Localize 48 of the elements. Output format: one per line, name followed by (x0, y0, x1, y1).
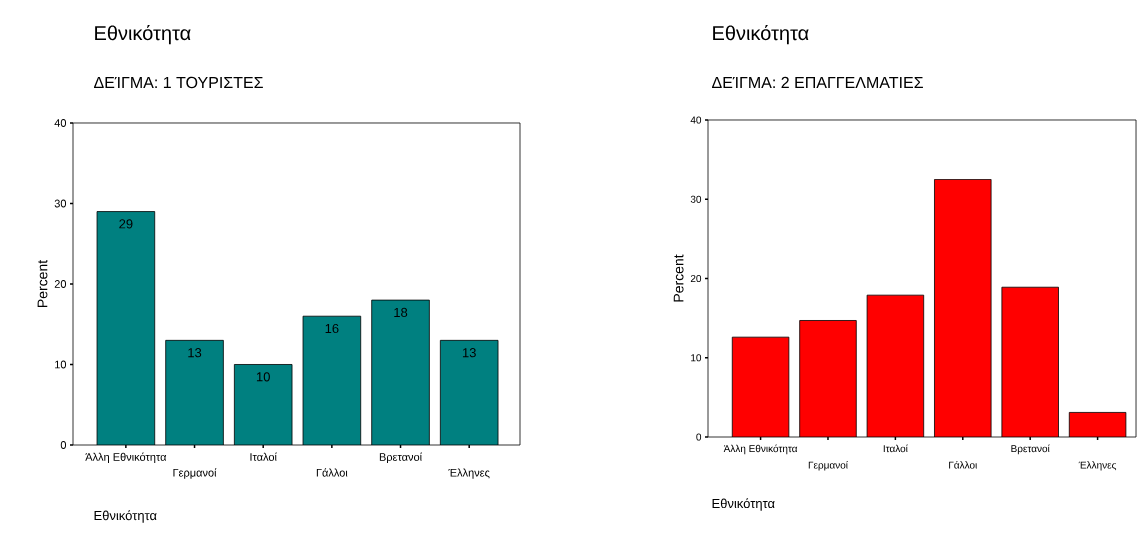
x-axis-title: Εθνικότητα (94, 510, 157, 523)
x-tick-label: Βρετανοί (379, 452, 422, 464)
bar (799, 320, 857, 437)
bar (934, 179, 992, 437)
x-tick-label: Άλλη Εθνικότητα (723, 444, 798, 455)
bar (97, 211, 155, 445)
data-label: 18 (394, 307, 408, 318)
data-label: 16 (325, 323, 339, 334)
x-tick-label: Γάλλοι (949, 460, 977, 469)
data-label: 10 (256, 372, 270, 382)
y-tick-label: 30 (54, 199, 67, 208)
chart-subtitle: ΔΕΊΓΜΑ: 1 ΤΟΥΡΙΣΤΕΣ (94, 76, 263, 89)
y-axis-title: Percent (37, 259, 48, 307)
x-tick-label: Γάλλοι (316, 468, 348, 477)
x-tick-label: Άλλη Εθνικότητα (85, 452, 167, 464)
x-axis-title: Εθνικότητα (712, 498, 775, 511)
y-tick-label: 40 (690, 116, 702, 124)
y-tick-label: 10 (691, 354, 702, 362)
bar (439, 339, 499, 445)
bar (1001, 287, 1059, 437)
data-label: 13 (462, 348, 476, 358)
y-tick-label: 30 (690, 195, 702, 203)
y-tick-label: 0 (60, 441, 67, 449)
chart-subtitle: ΔΕΊΓΜΑ: 2 ΕΠΑΓΓΕΛΜΑΤΙΕΣ (712, 76, 923, 88)
x-tick-label: Έλληνες (1078, 461, 1117, 471)
bar (234, 364, 293, 445)
chart-title: Εθνικότητα (95, 24, 191, 45)
x-tick-label: Γερμανοί (173, 468, 217, 479)
y-tick-label: 20 (54, 280, 67, 288)
data-label: 29 (119, 219, 133, 229)
x-tick-label: Ιταλοί (250, 452, 277, 461)
y-tick-label: 0 (696, 433, 702, 441)
chart-title: Εθνικότητα (713, 24, 809, 45)
x-tick-label: Γερμανοί (808, 460, 848, 471)
x-tick-label: Ιταλοί (883, 444, 908, 453)
y-tick-label: 20 (690, 274, 702, 283)
bar (371, 300, 430, 445)
y-tick-label: 40 (54, 119, 67, 127)
x-tick-label: Βρετανοί (1011, 444, 1050, 455)
data-label: 13 (188, 348, 202, 358)
y-axis-title: Percent (673, 254, 684, 302)
x-tick-label: Έλληνες (448, 468, 490, 479)
y-tick-label: 10 (55, 360, 67, 369)
bar (303, 316, 361, 445)
bar (165, 340, 224, 445)
bar (867, 295, 924, 437)
bar (1068, 412, 1127, 437)
bar (732, 337, 789, 437)
